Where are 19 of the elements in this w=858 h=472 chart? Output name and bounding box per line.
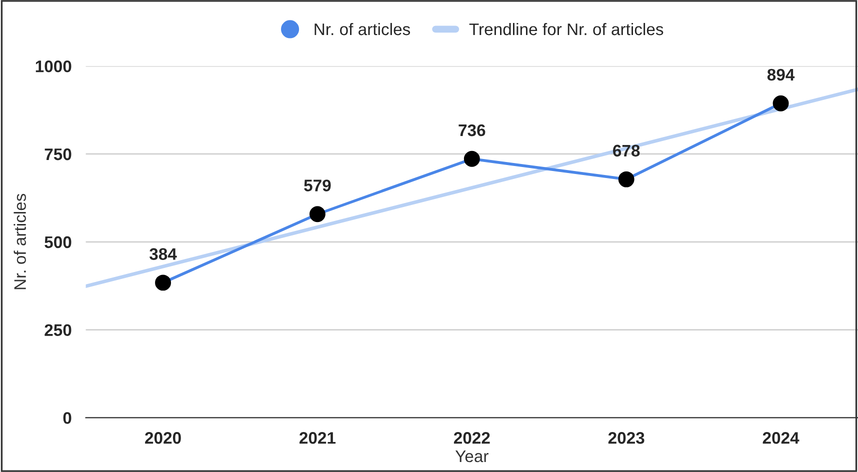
y-tick-label: 500 — [44, 236, 72, 248]
data-label: 894 — [767, 68, 795, 81]
x-tick-label: 2020 — [145, 432, 181, 444]
y-tick-label: 0 — [63, 412, 72, 424]
y-tick-label: 250 — [44, 324, 72, 336]
data-label: 384 — [150, 248, 177, 260]
y-axis-title: Nr. of articles — [14, 194, 26, 290]
legend-label: Nr. of articles — [314, 22, 410, 36]
x-tick-label: 2024 — [762, 432, 800, 444]
data-label: 678 — [613, 144, 640, 157]
y-tick-label: 1000 — [36, 60, 72, 72]
x-tick-label: 2021 — [300, 432, 336, 444]
data-label: 579 — [304, 180, 331, 192]
legend-label: Trendline for Nr. of articles — [469, 22, 664, 36]
y-tick-label: 750 — [44, 148, 72, 160]
x-tick-label: 2022 — [454, 432, 490, 444]
x-axis-title: Year — [455, 450, 488, 462]
data-label: 736 — [458, 124, 486, 136]
x-tick-label: 2023 — [608, 432, 644, 444]
